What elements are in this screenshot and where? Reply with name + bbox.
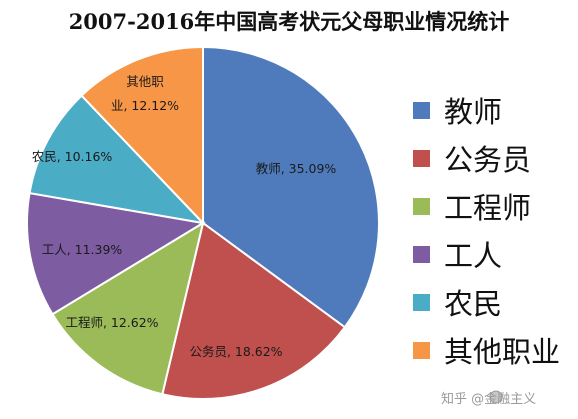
pie-slice-2 — [161, 221, 347, 400]
legend-label-2: 公务员 — [444, 143, 531, 177]
legend-label-6: 其他职业 — [444, 335, 560, 369]
data-label-6: 其他职业, 12.12% — [111, 74, 179, 113]
legend-swatch-6 — [413, 342, 430, 359]
pie-slice-5 — [28, 94, 206, 225]
pie-slice-4 — [26, 191, 206, 316]
data-labels: 教师, 35.09% 公务员, 18.62% 工程师, 12.62% 工人, 11.3… — [32, 74, 337, 359]
legend-swatch-5 — [413, 294, 430, 311]
legend-label-3: 工程师 — [444, 191, 531, 225]
legend-label-5: 农民 — [444, 287, 502, 321]
pie-slice-6 — [80, 45, 204, 226]
data-label-1: 教师, 35.09% — [256, 161, 337, 176]
legend-swatch-3 — [413, 198, 430, 215]
chart-title: 2007-2016年中国高考状元父母职业情况统计 — [69, 9, 510, 34]
legend-swatch-2 — [413, 150, 430, 167]
legend-label-1: 教师 — [444, 95, 502, 129]
data-label-3: 工程师, 12.62% — [65, 315, 158, 330]
legend-swatch-4 — [413, 246, 430, 263]
legend-label-4: 工人 — [444, 239, 502, 273]
watermark: 知乎 @金融主义 — [441, 390, 536, 407]
pie-slice-3 — [51, 220, 205, 396]
pie-slice-1 — [202, 45, 380, 329]
data-label-5: 农民, 10.16% — [32, 149, 113, 164]
data-label-4: 工人, 11.39% — [42, 242, 123, 257]
legend-swatch-1 — [413, 102, 430, 119]
pie-slices — [26, 45, 380, 400]
data-label-2: 公务员, 18.62% — [189, 344, 282, 359]
watermark-text: 知乎 @金融主义 — [441, 391, 536, 407]
